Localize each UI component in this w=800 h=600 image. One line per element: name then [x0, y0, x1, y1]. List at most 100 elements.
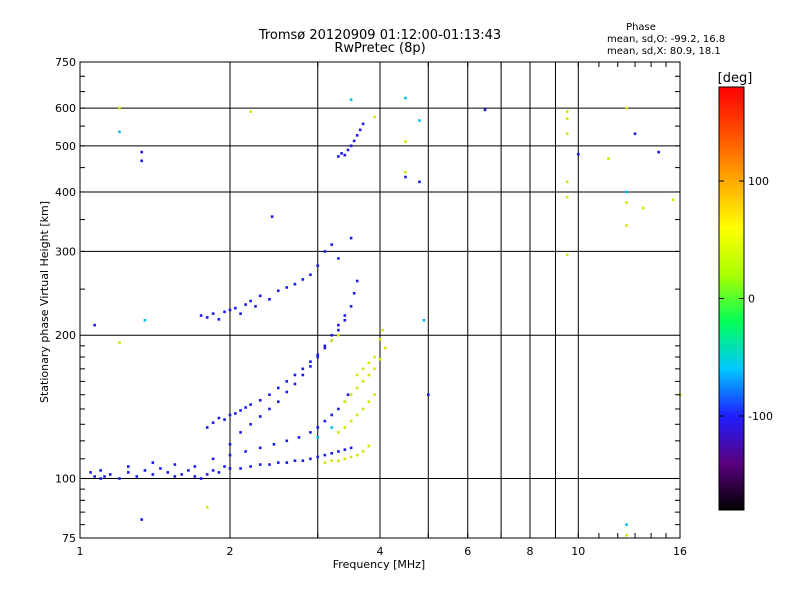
data-point [285, 461, 289, 464]
data-point [234, 306, 237, 310]
data-point [199, 477, 203, 480]
y-tick-label: 400 [55, 186, 76, 199]
data-point [343, 448, 347, 451]
data-point [217, 318, 221, 321]
data-point [309, 365, 312, 368]
data-point [330, 333, 334, 337]
data-point [159, 467, 162, 470]
data-point [352, 139, 356, 143]
data-point [180, 473, 184, 476]
grid [79, 62, 681, 538]
data-point [205, 426, 209, 429]
colorbar-label: [deg] [718, 71, 753, 86]
data-point [126, 471, 130, 474]
data-point [565, 180, 569, 184]
chart-subtitle: RwPretec (8p) [334, 41, 425, 56]
data-point [239, 467, 242, 470]
data-point [625, 533, 628, 537]
data-point [378, 358, 382, 361]
data-point [140, 159, 144, 163]
data-point [118, 477, 121, 480]
data-point [349, 393, 353, 397]
data-point [355, 279, 359, 283]
data-point [249, 403, 252, 406]
data-point [268, 297, 271, 301]
data-point [367, 400, 371, 404]
data-point [276, 400, 280, 404]
data-point [330, 459, 334, 463]
data-point [625, 523, 628, 526]
y-tick-label: 100 [55, 473, 76, 486]
data-point [249, 422, 252, 426]
data-point [323, 250, 327, 253]
data-point [309, 457, 312, 461]
data-point [239, 409, 242, 412]
data-point [316, 355, 320, 359]
data-point [301, 278, 305, 281]
data-point [143, 469, 147, 472]
data-point [272, 443, 276, 446]
data-point [355, 373, 359, 377]
data-point [404, 96, 407, 100]
data-point [151, 473, 155, 476]
data-point [426, 393, 430, 397]
y-tick-label: 75 [62, 532, 76, 545]
data-point [404, 140, 407, 144]
data-point [565, 195, 569, 199]
data-point [205, 473, 209, 476]
data-point [135, 475, 139, 478]
data-point [309, 273, 312, 277]
data-point [239, 312, 242, 315]
data-point [309, 360, 312, 363]
data-point [301, 459, 305, 463]
data-point [244, 303, 247, 306]
data-point [355, 386, 359, 390]
data-point [151, 461, 155, 464]
data-point [234, 412, 237, 415]
data-point [244, 450, 247, 453]
data-point [93, 475, 96, 478]
data-point [99, 477, 102, 480]
data-point [254, 305, 257, 308]
data-point [343, 400, 347, 404]
data-point [143, 318, 147, 322]
data-point [625, 190, 628, 194]
data-point [193, 465, 197, 468]
data-point [276, 289, 280, 293]
data-point [140, 518, 144, 521]
y-tick-label: 500 [55, 140, 76, 153]
data-point [367, 444, 371, 448]
data-point [381, 328, 384, 332]
data-point [323, 453, 327, 457]
data-point [378, 338, 382, 341]
data-point [89, 471, 92, 474]
data-point [323, 344, 327, 348]
data-point [625, 224, 628, 227]
x-tick-label: 2 [227, 545, 234, 558]
data-point [358, 128, 362, 132]
data-point [337, 323, 340, 327]
data-point [343, 426, 347, 429]
x-tick-label: 10 [571, 545, 585, 558]
data-point [337, 431, 340, 434]
stats-o-line: mean, sd,O: -99.2, 16.8 [607, 34, 725, 45]
data-point [373, 367, 376, 371]
data-point [301, 367, 305, 371]
data-point [126, 465, 130, 468]
data-point [258, 294, 262, 298]
data-point [316, 455, 320, 459]
data-point [268, 407, 271, 411]
data-point [173, 463, 177, 466]
data-point [361, 450, 365, 453]
data-point [625, 106, 628, 110]
data-point [228, 443, 232, 446]
colorbar: [deg] 100 0 -100 [718, 71, 773, 511]
data-point [211, 469, 215, 472]
data-point [285, 439, 289, 443]
data-point [343, 153, 347, 157]
colorbar-tick-label: -100 [748, 410, 773, 423]
data-point [337, 333, 340, 337]
data-point [316, 426, 320, 429]
data-point [367, 373, 371, 377]
data-point [249, 110, 252, 113]
